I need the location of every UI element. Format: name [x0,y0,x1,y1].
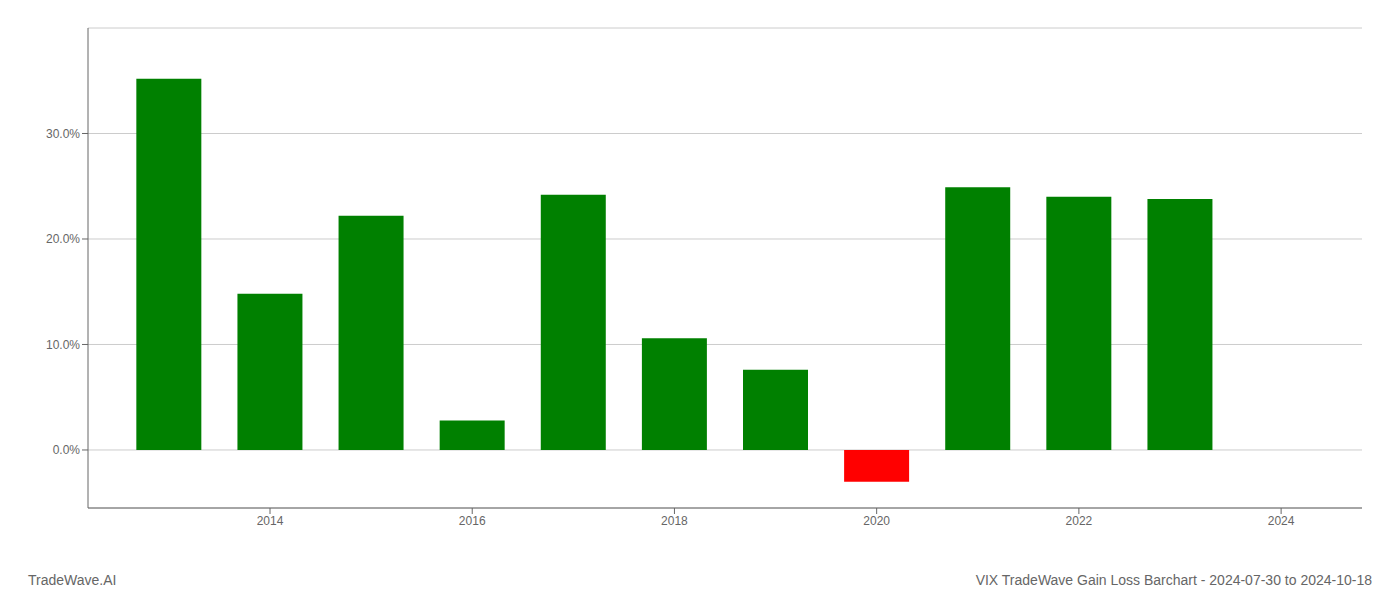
svg-text:2018: 2018 [661,514,688,528]
svg-text:30.0%: 30.0% [46,127,80,141]
svg-text:2016: 2016 [459,514,486,528]
svg-text:2024: 2024 [1268,514,1295,528]
svg-text:2022: 2022 [1066,514,1093,528]
svg-text:2020: 2020 [863,514,890,528]
svg-text:20.0%: 20.0% [46,232,80,246]
svg-text:10.0%: 10.0% [46,338,80,352]
svg-text:0.0%: 0.0% [53,443,81,457]
html-text:TradeWave.AI: TradeWave.AI [28,572,117,588]
svg-text:2014: 2014 [257,514,284,528]
html-text:VIX TradeWave Gain Loss Barcha: VIX TradeWave Gain Loss Barchart - 2024-… [975,572,1372,588]
